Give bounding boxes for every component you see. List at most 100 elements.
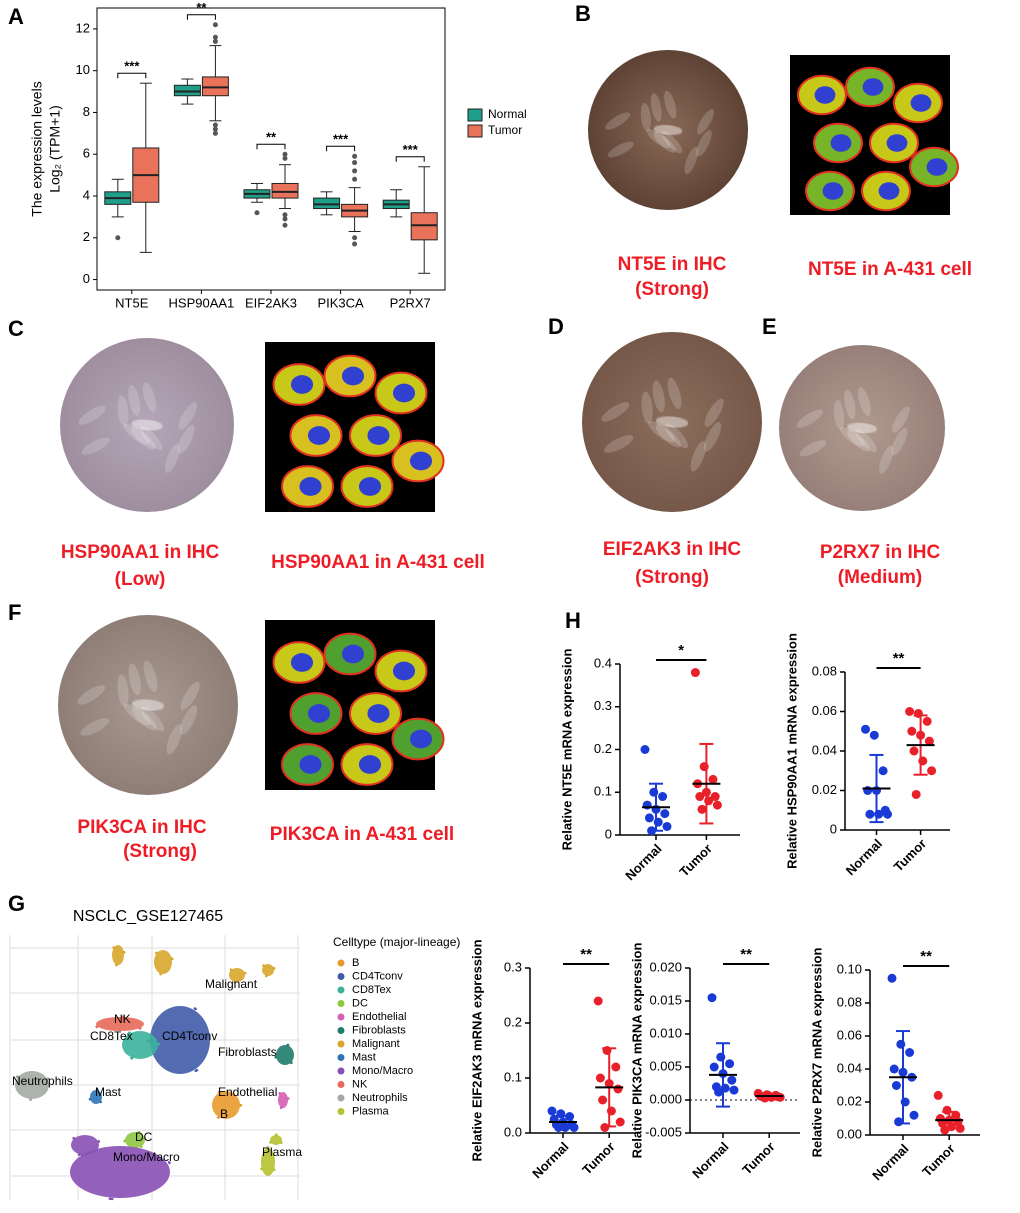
cell-dot — [112, 946, 115, 949]
data-point — [714, 1087, 724, 1097]
cell-dot — [122, 951, 126, 954]
data-point — [644, 813, 654, 823]
ihc-texture — [697, 109, 714, 135]
x-tick-label: HSP90AA1 — [169, 295, 235, 310]
data-point — [725, 1059, 735, 1069]
cell-dot — [230, 968, 233, 971]
ihc-texture — [131, 419, 163, 431]
significance-label: ** — [920, 948, 932, 965]
data-point — [927, 766, 937, 776]
caption: (Low) — [115, 569, 166, 590]
legend-label: B — [352, 957, 359, 969]
ihc-texture — [667, 377, 682, 409]
significance-label: *** — [124, 59, 140, 74]
ihc-texture — [128, 384, 141, 416]
cell-dot — [278, 1092, 281, 1095]
ihc-texture — [664, 423, 689, 449]
outlier — [352, 176, 358, 182]
significance-label: ** — [893, 650, 905, 667]
y-tick-label: 6 — [83, 146, 90, 161]
ihc-texture — [166, 724, 182, 755]
data-point — [662, 821, 672, 831]
data-point — [861, 724, 870, 734]
cell-dot — [99, 1100, 102, 1104]
cell-dot — [159, 972, 162, 976]
cell-dot — [128, 1031, 131, 1034]
panel-letter: E — [762, 314, 777, 339]
x-tick-label: Normal — [869, 1141, 911, 1183]
x-tick-label: PIK3CA — [317, 295, 364, 310]
cell-dot — [275, 1133, 278, 1136]
legend-key — [467, 124, 483, 138]
ihc-image — [60, 338, 234, 512]
ihc-texture — [131, 707, 157, 731]
ihc-texture — [847, 422, 877, 434]
data-point — [547, 1106, 557, 1116]
cell-dot — [72, 1136, 76, 1140]
outlier — [282, 216, 288, 222]
panel-letter: D — [548, 314, 564, 339]
data-point — [697, 804, 707, 814]
caption: (Strong) — [635, 567, 709, 588]
significance-bracket — [326, 145, 356, 152]
outlier — [282, 222, 288, 228]
legend-label: Plasma — [352, 1105, 390, 1117]
cell-dot — [95, 1025, 98, 1028]
cluster-label: Neutrophils — [12, 1074, 73, 1088]
ihc-texture — [140, 706, 165, 732]
cluster — [71, 1135, 99, 1155]
y-axis-label: Relative NT5E mRNA expression — [559, 649, 574, 851]
y-axis-label: Relative P2RX7 mRNA expression — [809, 948, 824, 1158]
data-point — [598, 1095, 608, 1105]
ihc-texture — [131, 419, 163, 431]
y-tick-label: 8 — [83, 104, 90, 119]
cell-dot — [260, 1167, 263, 1170]
ihc-texture — [117, 674, 129, 707]
ihc-texture — [855, 429, 877, 453]
panel-letter: A — [8, 4, 24, 29]
ihc-texture — [892, 406, 910, 433]
legend-label: Malignant — [352, 1038, 400, 1050]
cluster — [96, 1017, 144, 1031]
y-tick-label: 4 — [83, 187, 90, 202]
nucleus — [822, 182, 844, 200]
ihc-texture — [653, 124, 683, 136]
cell-dot — [139, 1145, 143, 1149]
ihc-texture — [655, 416, 689, 428]
cluster-label: CD8Tex — [90, 1029, 133, 1043]
x-tick-label: Tumor — [676, 841, 715, 880]
cluster — [70, 1146, 170, 1198]
x-tick-label: Tumor — [579, 1139, 618, 1178]
ihc-texture — [799, 440, 827, 457]
ihc-texture — [139, 426, 163, 451]
ihc-texture — [180, 681, 200, 710]
legend-key — [337, 1027, 345, 1034]
data-point — [600, 1123, 610, 1132]
nucleus — [367, 704, 390, 723]
cluster-label: Fibroblasts — [218, 1045, 277, 1059]
legend-label: Endothelial — [352, 1011, 406, 1023]
cell-dot — [243, 972, 247, 975]
cell-dot — [80, 1154, 84, 1157]
cell-dot — [279, 1106, 283, 1110]
ihc-texture — [655, 416, 689, 428]
data-point — [933, 1090, 943, 1100]
cell-dot — [123, 1139, 126, 1142]
significance-label: ** — [196, 0, 207, 15]
cell-dot — [274, 1055, 277, 1059]
cell-dot — [290, 1061, 293, 1065]
ihc-texture — [78, 405, 106, 425]
y-axis-label: Log₂ (TPM+1) — [47, 105, 63, 193]
ihc-texture — [143, 660, 158, 692]
cell-dot — [286, 1097, 290, 1100]
data-point — [709, 1062, 719, 1072]
x-tick-label: Tumor — [891, 836, 930, 875]
ihc-texture — [655, 424, 681, 448]
ihc-texture — [858, 387, 871, 416]
box — [173, 84, 201, 97]
nucleus — [358, 477, 382, 496]
cluster — [150, 1006, 210, 1074]
ihc-texture — [684, 146, 699, 175]
ihc-texture — [123, 424, 150, 445]
legend-key — [337, 1040, 345, 1048]
